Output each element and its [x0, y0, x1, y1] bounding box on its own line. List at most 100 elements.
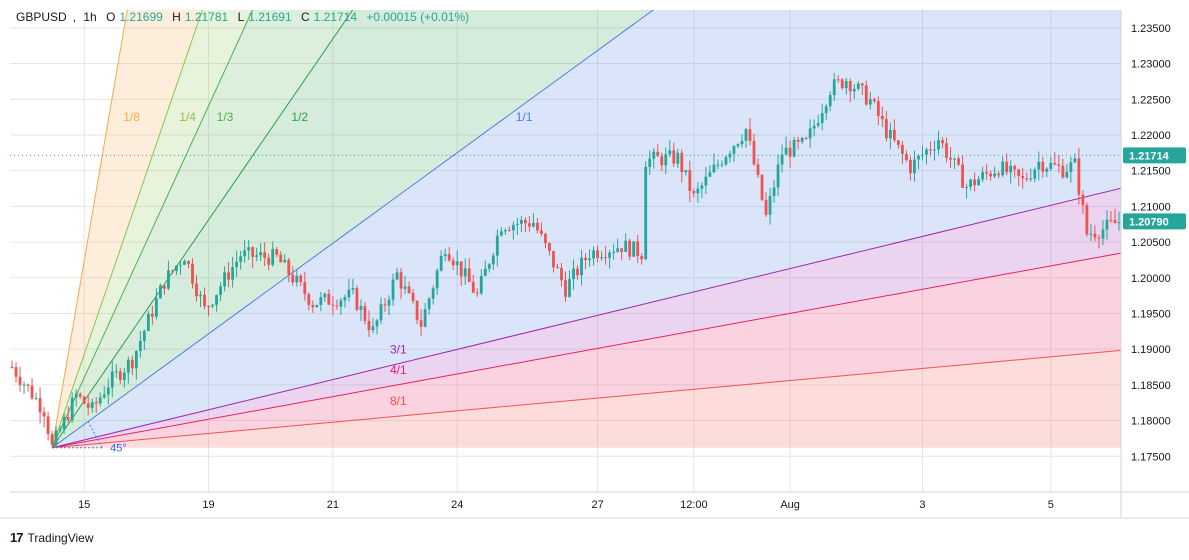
candle-body [90, 402, 94, 408]
candle-body [231, 267, 235, 280]
candle [98, 392, 102, 407]
price-tick-label: 1.18500 [1131, 380, 1171, 392]
candle-body [824, 106, 828, 114]
candle-body [752, 140, 756, 165]
candle [291, 266, 295, 286]
candle-body [195, 283, 198, 297]
candle [780, 144, 784, 173]
symbol-name[interactable]: GBPUSD [16, 10, 67, 24]
candle [696, 182, 700, 203]
candle [756, 158, 760, 178]
candle-body [776, 164, 780, 188]
candle [576, 265, 579, 280]
candle [50, 430, 54, 447]
candle-body [1113, 220, 1117, 224]
interval-label[interactable]: 1h [83, 10, 97, 24]
candle [383, 298, 387, 313]
price-tag-text: 1.20790 [1129, 216, 1169, 228]
candle-body [34, 398, 38, 400]
candle [431, 285, 435, 305]
candle-body [816, 122, 820, 126]
candle [287, 257, 291, 283]
candle [776, 154, 780, 196]
candle-body [800, 137, 804, 142]
candle [90, 398, 94, 413]
candle [1025, 172, 1029, 182]
candle [784, 136, 788, 155]
candle-body [307, 294, 311, 305]
candle-body [243, 250, 247, 257]
candle-body [840, 79, 844, 89]
candle-body [142, 330, 146, 342]
candle [407, 281, 411, 294]
candle-body [700, 185, 704, 189]
tradingview-logo: 17 [10, 530, 24, 545]
time-tick-label: 3 [919, 499, 925, 511]
candle [507, 226, 511, 232]
candle [387, 295, 391, 316]
candle [195, 274, 198, 302]
candle-body [1005, 161, 1009, 173]
candle [419, 309, 423, 337]
candle-body [106, 387, 110, 395]
candle [704, 167, 708, 195]
candle-body [572, 268, 575, 280]
candle-body [540, 230, 543, 234]
candle [901, 140, 904, 164]
candle-body [832, 79, 836, 96]
candle-body [167, 270, 170, 289]
candle [820, 103, 824, 131]
candle [1109, 211, 1113, 223]
tradingview-branding[interactable]: 17 TradingView [10, 530, 94, 545]
candle [74, 389, 78, 407]
candle [34, 392, 38, 401]
candle-body [78, 393, 82, 397]
price-tick-label: 1.22000 [1131, 130, 1171, 142]
candle-body [973, 179, 977, 186]
candle-body [945, 143, 948, 158]
candle [138, 331, 142, 358]
candle-body [997, 173, 1001, 176]
candle-body [415, 300, 419, 321]
candle [836, 75, 840, 83]
candle [848, 78, 852, 103]
candle-body [10, 367, 14, 369]
candle [965, 183, 968, 199]
candle-body [780, 154, 784, 165]
candle [391, 273, 395, 306]
candle-body [495, 235, 499, 256]
candle [760, 174, 764, 202]
candle [628, 238, 632, 261]
candle-body [1089, 233, 1093, 235]
candle [973, 172, 977, 192]
candle-body [712, 164, 716, 173]
candle [544, 232, 547, 249]
candle-body [66, 416, 70, 421]
legend-comma: , [72, 10, 77, 24]
candle [700, 182, 704, 198]
candle [1097, 234, 1101, 249]
candle [612, 243, 616, 260]
candle-body [696, 188, 700, 194]
candle [319, 291, 323, 312]
price-tick-label: 1.20500 [1131, 237, 1171, 249]
candle [712, 153, 716, 174]
candle [82, 395, 86, 405]
price-tick-label: 1.20000 [1131, 273, 1171, 285]
candle [584, 253, 587, 270]
fan-label-6: 4/1 [390, 363, 407, 377]
candle-body [736, 144, 740, 147]
candle [527, 216, 531, 232]
candle-body [740, 140, 744, 145]
candle [503, 228, 507, 236]
candle [339, 297, 343, 315]
time-tick-label: 21 [327, 499, 339, 511]
candle [560, 262, 563, 287]
fan-line-5 [51, 187, 1121, 449]
candle-body [660, 156, 664, 166]
candle-body [247, 247, 251, 251]
candle-body [764, 199, 768, 215]
candle-body [527, 223, 531, 227]
